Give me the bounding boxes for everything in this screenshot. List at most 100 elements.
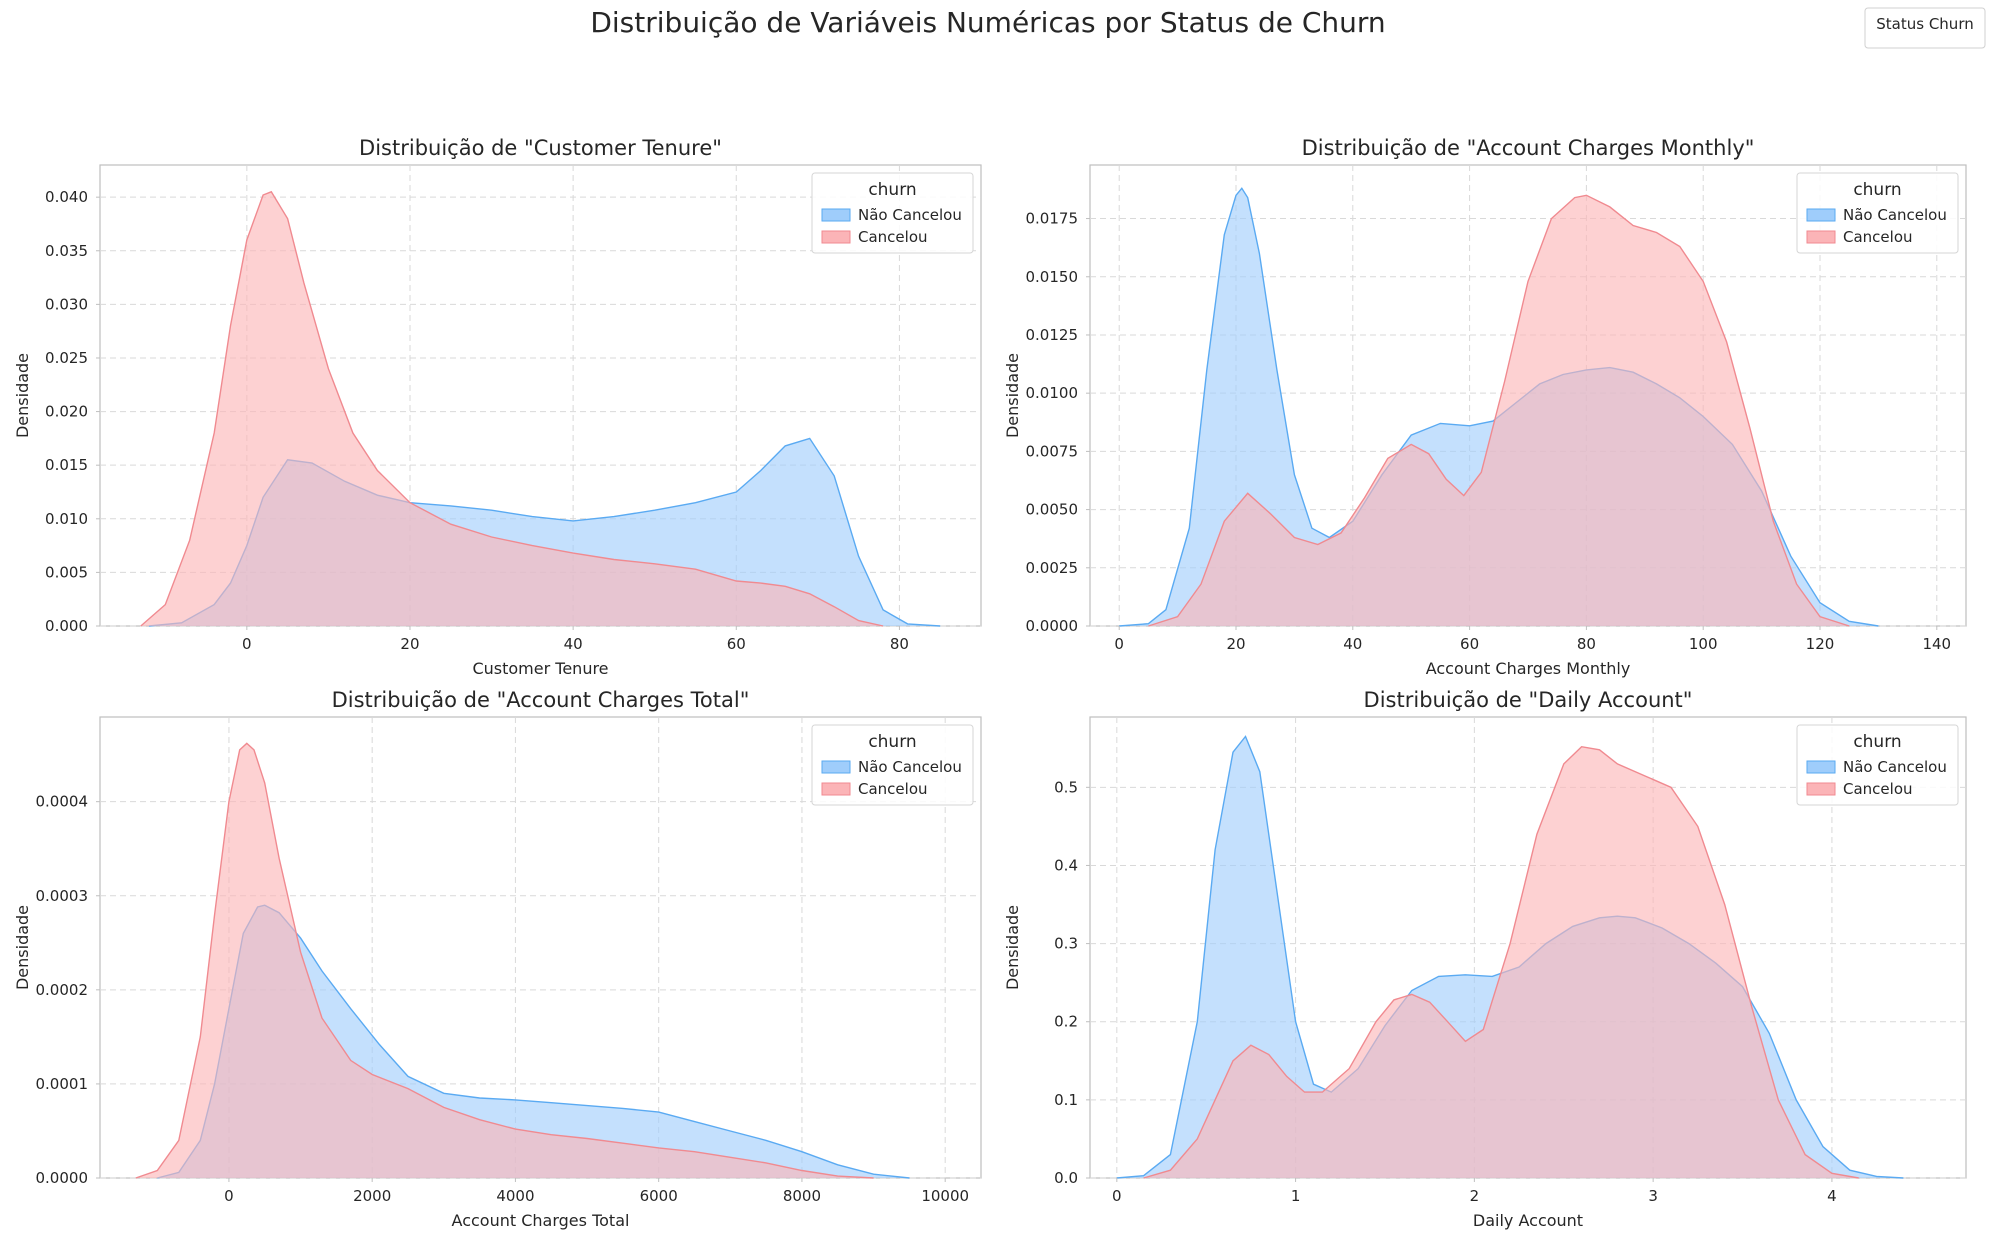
x-tick-label: 8000 bbox=[783, 1187, 821, 1205]
y-tick-label: 0.4 bbox=[1054, 856, 1078, 874]
x-tick-label: 2000 bbox=[353, 1187, 391, 1205]
y-tick-label: 0.0050 bbox=[1026, 501, 1079, 519]
legend-title: churn bbox=[868, 180, 916, 200]
y-tick-label: 0.5 bbox=[1054, 778, 1078, 796]
y-axis-label: Densidade bbox=[13, 905, 32, 990]
legend-swatch-nao-cancelou bbox=[821, 208, 851, 222]
y-tick-label: 0.0000 bbox=[36, 1169, 89, 1187]
legend-label-cancelou: Cancelou bbox=[1843, 780, 1913, 798]
density-area-cancelou bbox=[140, 191, 884, 627]
y-tick-label: 0.035 bbox=[45, 242, 88, 260]
x-tick-label: 10000 bbox=[921, 1187, 969, 1205]
legend-frame bbox=[811, 172, 974, 254]
chart-panel-3: 0 2000 4000 6000 8000 10000 0.0000 0.0001 0.0002… bbox=[13, 688, 982, 1230]
x-axis-label: Account Charges Monthly bbox=[1426, 659, 1631, 678]
x-tick-label: 4 bbox=[1827, 1187, 1837, 1205]
x-tick-label: 40 bbox=[564, 635, 583, 653]
legend-label-cancelou: Cancelou bbox=[1843, 228, 1913, 246]
y-tick-label: 0.020 bbox=[45, 403, 88, 421]
panel-title: Distribuição de "Account Charges Monthly… bbox=[1302, 136, 1755, 160]
panel-legend: churn Não Cancelou Cancelou bbox=[811, 724, 974, 806]
panel-title: Distribuição de "Daily Account" bbox=[1364, 688, 1693, 712]
legend-label-nao-cancelou: Não Cancelou bbox=[858, 758, 962, 776]
legend-frame bbox=[1796, 172, 1959, 254]
chart-panels: 0 20 40 60 800.0000.0050.0100.0150.0200.0250… bbox=[13, 136, 1967, 1230]
legend-swatch-nao-cancelou bbox=[1806, 208, 1836, 222]
x-axis-label: Daily Account bbox=[1473, 1211, 1583, 1230]
panel-title: Distribuição de "Account Charges Total" bbox=[332, 688, 750, 712]
y-tick-label: 0.0025 bbox=[1026, 559, 1079, 577]
x-tick-label: 6000 bbox=[640, 1187, 678, 1205]
y-tick-label: 0.0 bbox=[1054, 1169, 1078, 1187]
y-tick-label: 0.2 bbox=[1054, 1013, 1078, 1031]
y-tick-label: 0.0125 bbox=[1026, 326, 1079, 344]
x-tick-label: 1 bbox=[1291, 1187, 1301, 1205]
y-axis-label: Densidade bbox=[1003, 353, 1022, 438]
legend-label-nao-cancelou: Não Cancelou bbox=[858, 206, 962, 224]
chart-panel-2: 0 20 40 60 80 100 120 140 0.0000 0.0025 0.0050 0.00… bbox=[1003, 136, 1967, 678]
panel-legend: churn Não Cancelou Cancelou bbox=[1796, 172, 1959, 254]
x-tick-label: 4000 bbox=[496, 1187, 534, 1205]
y-tick-label: 0.015 bbox=[45, 456, 88, 474]
figure-legend-box: Status Churn bbox=[1864, 7, 1986, 49]
figure-title: Distribuição de Variáveis Numéricas por … bbox=[590, 6, 1385, 39]
x-tick-label: 20 bbox=[1226, 635, 1245, 653]
legend-title: churn bbox=[868, 732, 916, 752]
y-tick-label: 0.0002 bbox=[36, 981, 89, 999]
y-tick-label: 0.000 bbox=[45, 617, 88, 635]
legend-swatch-cancelou bbox=[1806, 782, 1836, 796]
y-tick-label: 0.1 bbox=[1054, 1091, 1078, 1109]
y-tick-label: 0.0003 bbox=[36, 887, 89, 905]
y-tick-label: 0.0001 bbox=[36, 1075, 89, 1093]
y-tick-label: 0.025 bbox=[45, 349, 88, 367]
figure-legend-label: Status Churn bbox=[1876, 15, 1973, 33]
legend-title: churn bbox=[1853, 180, 1901, 200]
x-tick-label: 0 bbox=[1112, 1187, 1122, 1205]
density-line-cancelou bbox=[1148, 194, 1850, 627]
x-axis-label: Account Charges Total bbox=[452, 1211, 630, 1230]
y-axis-label: Densidade bbox=[13, 353, 32, 438]
legend-label-cancelou: Cancelou bbox=[858, 780, 928, 798]
x-tick-label: 120 bbox=[1806, 635, 1835, 653]
chart-panel-4: 0 1 2 3 4 0.0 0.1 0.2 0.3 0.4 0.5 Distribuição de "… bbox=[1003, 688, 1967, 1230]
legend-label-nao-cancelou: Não Cancelou bbox=[1843, 206, 1947, 224]
y-tick-label: 0.0100 bbox=[1026, 384, 1079, 402]
y-tick-label: 0.010 bbox=[45, 510, 88, 528]
y-tick-label: 0.0150 bbox=[1026, 268, 1079, 286]
x-tick-label: 2 bbox=[1470, 1187, 1480, 1205]
y-tick-label: 0.0175 bbox=[1026, 210, 1079, 228]
x-tick-label: 3 bbox=[1648, 1187, 1658, 1205]
x-tick-label: 0 bbox=[1114, 635, 1124, 653]
density-line-cancelou bbox=[135, 742, 874, 1179]
x-tick-label: 40 bbox=[1343, 635, 1362, 653]
y-tick-label: 0.0000 bbox=[1026, 617, 1079, 635]
x-tick-label: 60 bbox=[1460, 635, 1479, 653]
x-tick-label: 0 bbox=[224, 1187, 234, 1205]
x-tick-label: 80 bbox=[890, 635, 909, 653]
y-tick-label: 0.0004 bbox=[36, 793, 89, 811]
panel-legend: churn Não Cancelou Cancelou bbox=[1796, 724, 1959, 806]
y-tick-label: 0.030 bbox=[45, 295, 88, 313]
y-tick-label: 0.040 bbox=[45, 188, 88, 206]
x-tick-label: 100 bbox=[1689, 635, 1718, 653]
density-area-cancelou bbox=[1143, 746, 1859, 1178]
density-line-nao-cancelou bbox=[1116, 735, 1904, 1179]
y-tick-label: 0.005 bbox=[45, 563, 88, 581]
legend-swatch-cancelou bbox=[1806, 230, 1836, 244]
x-tick-label: 80 bbox=[1577, 635, 1596, 653]
legend-swatch-nao-cancelou bbox=[1806, 760, 1836, 774]
chart-panel-1: 0 20 40 60 80 0.000 0.005 0.010 0.015 0.020 0.025 0… bbox=[13, 136, 982, 678]
density-area-cancelou bbox=[135, 743, 874, 1178]
legend-frame bbox=[1796, 724, 1959, 806]
legend-frame bbox=[811, 724, 974, 806]
legend-swatch-cancelou bbox=[821, 230, 851, 244]
legend-swatch-cancelou bbox=[821, 782, 851, 796]
panel-legend: churn Não Cancelou Cancelou bbox=[811, 172, 974, 254]
x-tick-label: 60 bbox=[727, 635, 746, 653]
y-tick-label: 0.3 bbox=[1054, 935, 1078, 953]
legend-title: churn bbox=[1853, 732, 1901, 752]
x-tick-label: 140 bbox=[1922, 635, 1951, 653]
legend-swatch-nao-cancelou bbox=[821, 760, 851, 774]
density-area-cancelou bbox=[1148, 195, 1850, 627]
